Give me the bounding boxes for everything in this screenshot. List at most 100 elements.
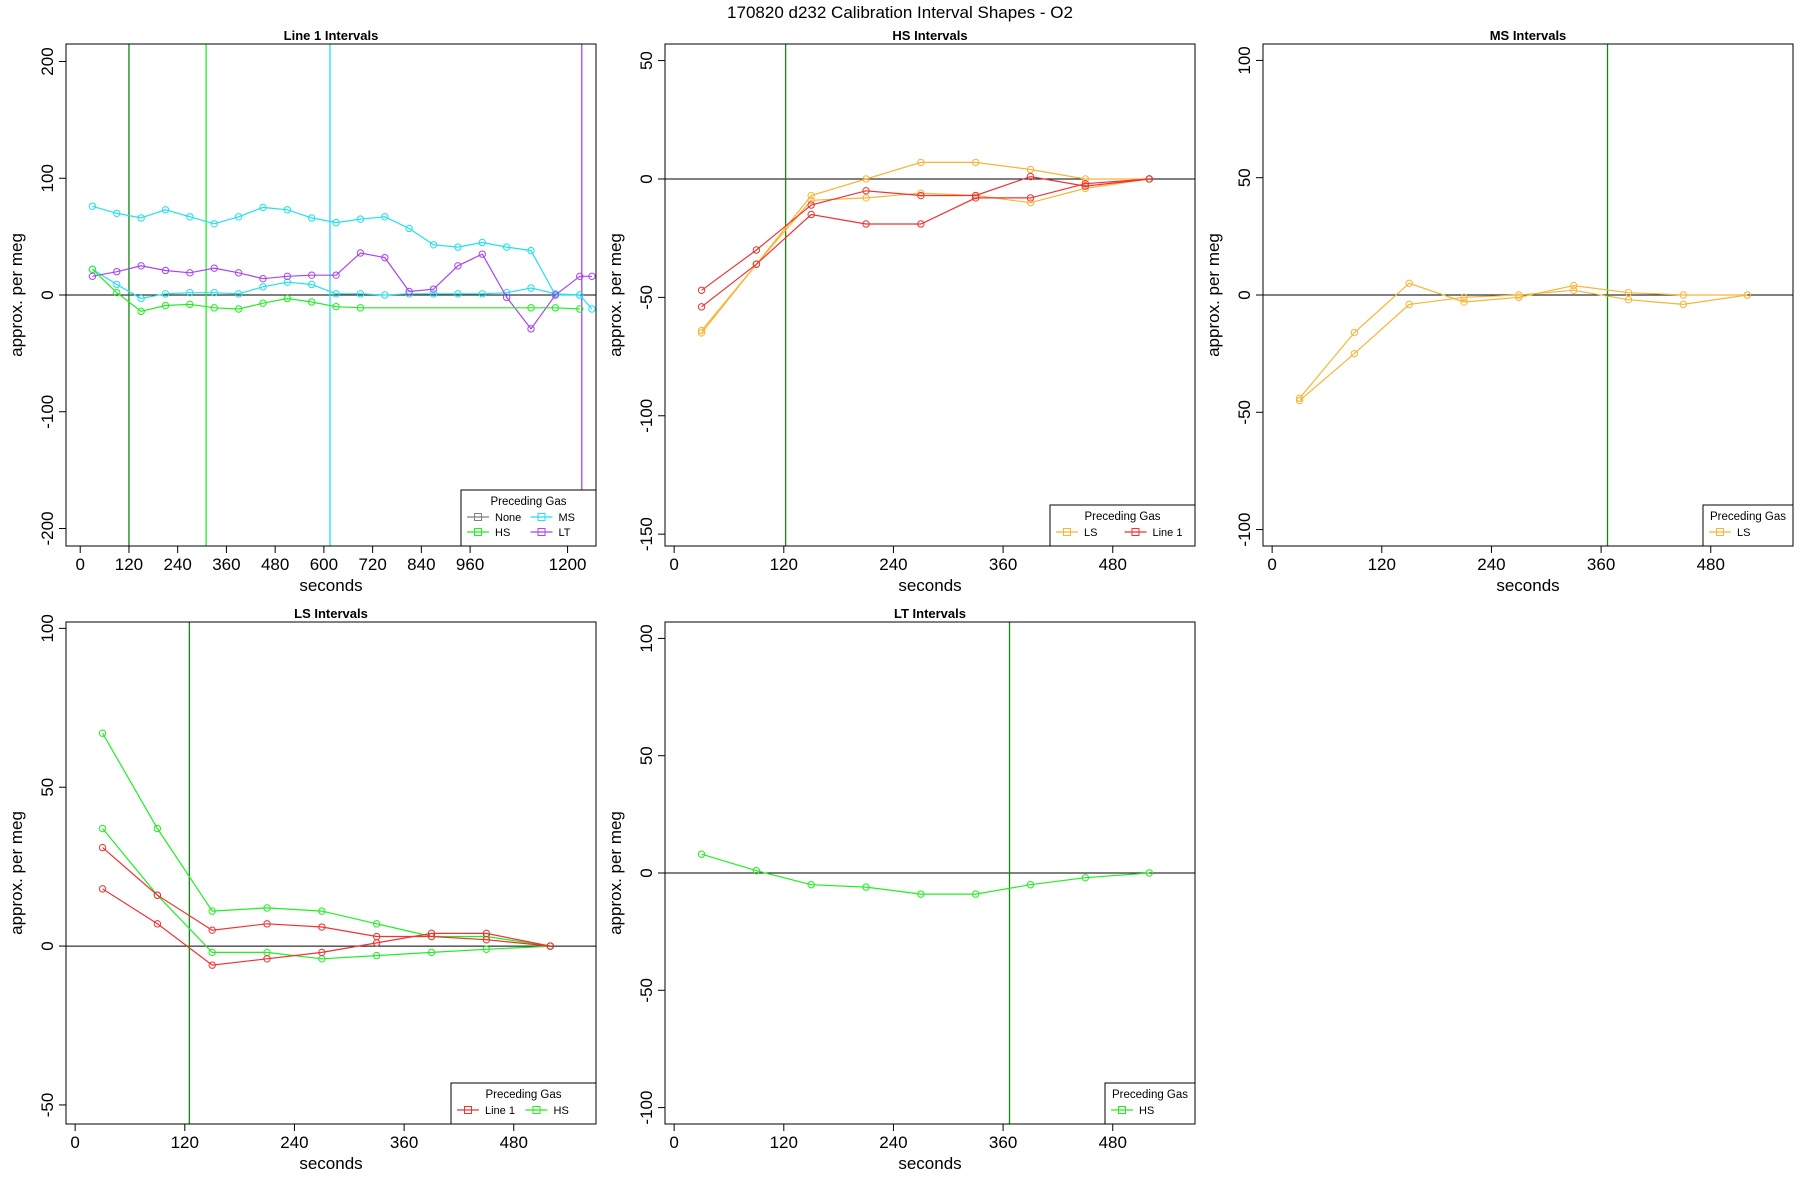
x-tick-label: 360: [989, 555, 1017, 574]
data-point: [113, 280, 121, 289]
x-tick-label: 240: [1477, 555, 1505, 574]
data-point: [697, 303, 706, 311]
data-point: [234, 213, 243, 221]
data-point: [210, 304, 218, 312]
data-point: [588, 272, 596, 281]
data-point: [429, 290, 438, 298]
legend-entry: HS: [554, 1105, 569, 1117]
y-tick-label: -100: [637, 399, 656, 433]
series-line: [102, 732, 551, 947]
legend-entry: Line 1: [485, 1105, 515, 1117]
panel-3: MS Intervals 0 120 240 360 480 seconds -100 -50 0…: [1204, 28, 1794, 595]
series-group: [1295, 279, 1752, 405]
data-point: [807, 210, 815, 219]
data-point: [137, 214, 145, 222]
data-point: [551, 291, 560, 299]
data-point: [917, 158, 925, 167]
y-tick-label: 50: [1235, 168, 1254, 187]
legend-entry: MS: [559, 512, 576, 524]
legend-entry: HS: [1139, 1105, 1154, 1117]
data-point: [161, 290, 170, 298]
y-tick-label: 50: [637, 746, 656, 765]
data-point: [576, 305, 584, 313]
series-line: [701, 178, 1150, 334]
data-point: [807, 201, 815, 209]
data-point: [208, 948, 216, 957]
data-point: [113, 267, 121, 276]
data-point: [454, 243, 462, 251]
series-group: [697, 158, 1154, 337]
y-tick-label: 0: [38, 290, 57, 299]
data-point: [356, 290, 365, 298]
y-tick-label: 100: [38, 164, 57, 192]
data-point: [917, 220, 925, 228]
data-point: [208, 907, 216, 915]
data-point: [318, 923, 326, 931]
data-point: [697, 329, 706, 337]
data-point: [161, 266, 170, 275]
data-point: [210, 288, 218, 297]
data-point: [427, 929, 436, 938]
legend-entry: LS: [1737, 527, 1750, 539]
data-point: [98, 824, 107, 833]
data-point: [318, 907, 326, 915]
data-point: [807, 191, 815, 200]
series-group: [88, 202, 596, 333]
data-point: [551, 304, 560, 312]
y-tick-label: -50: [1235, 400, 1254, 425]
x-tick-label: 720: [358, 555, 386, 574]
series-line: [701, 161, 1150, 331]
x-axis-label: seconds: [898, 576, 961, 595]
y-tick-label: -100: [637, 1091, 656, 1125]
legend-box: [1049, 504, 1196, 547]
legend-box: [460, 489, 597, 547]
data-point: [478, 250, 486, 258]
series-line: [701, 178, 1150, 308]
legend-box: [450, 1082, 597, 1125]
data-point: [917, 890, 925, 898]
data-point: [1405, 300, 1413, 309]
series-line: [1299, 282, 1748, 399]
data-point: [502, 293, 511, 302]
data-point: [332, 271, 340, 279]
x-tick-label: 120: [1368, 555, 1396, 574]
x-tick-label: 1200: [549, 555, 587, 574]
y-axis-label: approx. per meg: [7, 811, 26, 935]
data-point: [862, 175, 870, 183]
series-line: [1299, 289, 1748, 402]
y-tick-label: 0: [38, 941, 57, 950]
data-point: [862, 194, 870, 202]
y-tick-label: -150: [637, 517, 656, 551]
data-point: [752, 246, 761, 254]
legend-title: Preceding Gas: [485, 1089, 561, 1101]
legend-entry: Line 1: [1153, 527, 1183, 539]
legend-marker: [474, 528, 482, 536]
x-tick-label: 240: [879, 555, 907, 574]
data-point: [234, 290, 243, 298]
data-point: [1145, 175, 1154, 183]
legend-marker: [532, 1106, 541, 1114]
data-point: [697, 326, 706, 335]
data-point: [1569, 286, 1578, 295]
data-point: [697, 286, 706, 294]
data-point: [153, 920, 162, 928]
data-point: [971, 890, 980, 898]
series-line: [102, 828, 551, 960]
data-point: [356, 249, 365, 257]
data-point: [576, 272, 584, 281]
data-point: [283, 294, 292, 303]
x-tick-label: 480: [1099, 1133, 1127, 1152]
data-point: [137, 262, 145, 270]
data-point: [153, 824, 162, 833]
data-point: [429, 285, 438, 293]
data-point: [1515, 293, 1523, 302]
data-point: [1026, 165, 1035, 174]
data-point: [356, 304, 365, 312]
legend-marker: [1118, 1106, 1126, 1114]
data-point: [1145, 869, 1154, 877]
data-point: [372, 939, 381, 947]
data-point: [429, 241, 438, 249]
data-point: [427, 948, 436, 957]
data-point: [332, 302, 340, 311]
